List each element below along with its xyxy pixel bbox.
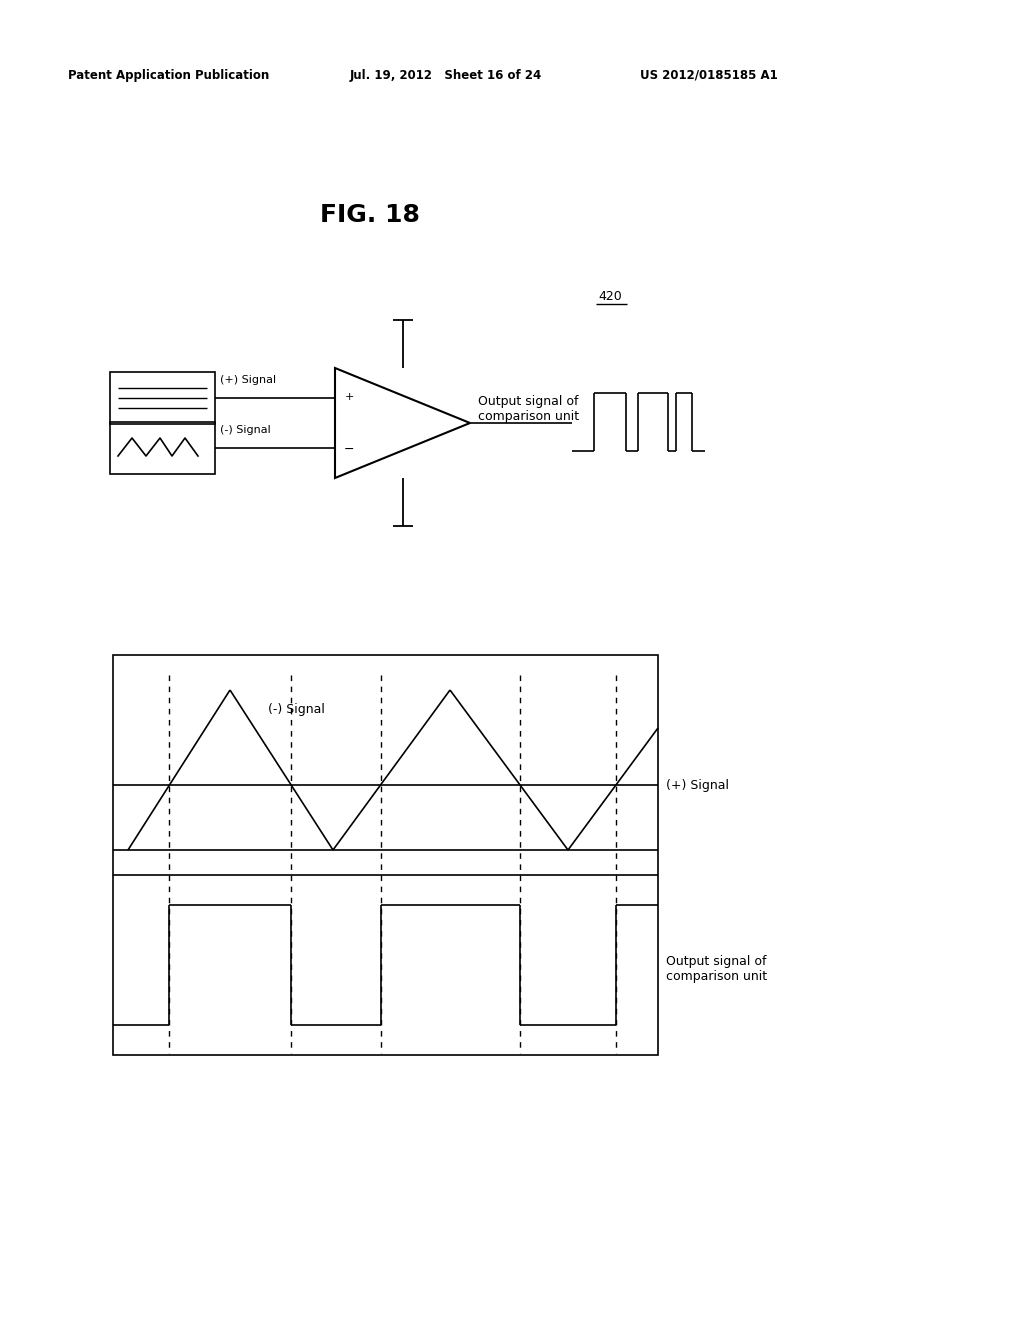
- Text: 420: 420: [598, 289, 622, 302]
- Bar: [110, 422, 215, 474]
- Text: Jul. 19, 2012   Sheet 16 of 24: Jul. 19, 2012 Sheet 16 of 24: [350, 69, 543, 82]
- Text: −: −: [344, 442, 354, 455]
- Text: (+) Signal: (+) Signal: [220, 375, 276, 385]
- Text: US 2012/0185185 A1: US 2012/0185185 A1: [640, 69, 778, 82]
- Text: Output signal of
comparison unit: Output signal of comparison unit: [666, 954, 767, 983]
- Bar: [110, 372, 215, 424]
- Text: FIG. 18: FIG. 18: [321, 203, 420, 227]
- Text: Output signal of
comparison unit: Output signal of comparison unit: [478, 395, 580, 422]
- Text: (-) Signal: (-) Signal: [268, 704, 325, 717]
- Text: (-) Signal: (-) Signal: [220, 425, 270, 436]
- Text: Patent Application Publication: Patent Application Publication: [68, 69, 269, 82]
- Text: +: +: [344, 392, 353, 403]
- Text: (+) Signal: (+) Signal: [666, 779, 729, 792]
- Bar: [113, 655, 658, 1055]
